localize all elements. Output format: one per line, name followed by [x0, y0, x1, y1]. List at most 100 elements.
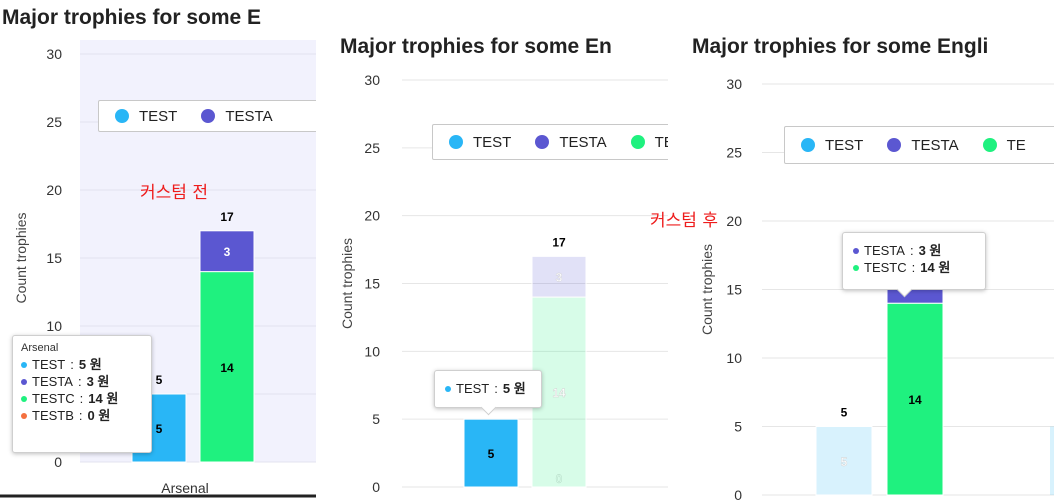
legend-item-testa[interactable]: TESTA: [887, 136, 959, 154]
y-tick-label: 0: [734, 487, 742, 500]
y-tick-label: 20: [364, 208, 380, 224]
tooltip-row-testb: TESTB: 0 원: [21, 407, 143, 424]
legend-item-testc[interactable]: TE: [982, 136, 1026, 154]
y-tick-label: 25: [46, 114, 62, 130]
chart-title: Major trophies for some Engli: [692, 35, 989, 58]
legend-dot-icon: [982, 138, 997, 152]
y-tick-label: 10: [364, 343, 380, 359]
y-tick-label: 20: [726, 213, 742, 229]
tooltip-value: 3 원: [86, 374, 110, 389]
chart-plot: 0 5 10 15 20 25 30 Count trophies 5 0 14 3 17: [339, 72, 668, 495]
legend-item-testa[interactable]: TESTA: [535, 133, 607, 151]
y-tick-label: 15: [364, 276, 380, 292]
legend-dot-icon: [630, 135, 645, 149]
data-label: 14: [552, 386, 566, 400]
legend-dot-icon: [535, 135, 550, 149]
bullet-icon: [21, 412, 27, 419]
bullet-icon: [853, 247, 859, 254]
tooltip: Arsenal TEST: 5 원 TESTA: 3 원 TESTC: 14 원…: [12, 335, 152, 453]
legend-label: TESTC: [654, 133, 668, 151]
tooltip-value: 3 원: [918, 243, 942, 258]
legend-dot-icon: [115, 109, 129, 123]
bar-segment-testc: [199, 271, 255, 463]
legend-item-testc[interactable]: TESTC: [630, 133, 668, 151]
chart-panel-before: Major trophies for some E 0 5 10 15 20 25 30 Co…: [0, 0, 316, 500]
tooltip-row-test: TEST: 5 원: [445, 380, 531, 397]
tooltip-series-name: TEST: [456, 381, 490, 396]
chart-legend: TEST TESTA TE: [784, 126, 1054, 164]
data-label: 14: [220, 361, 234, 375]
y-axis-label: Count trophies: [699, 244, 715, 335]
tooltip-row-test: TEST: 5 원: [21, 356, 143, 373]
tooltip-value: 5 원: [78, 357, 102, 372]
total-label: 17: [220, 210, 234, 224]
data-label: 5: [156, 422, 163, 436]
total-label: 5: [841, 406, 848, 420]
y-tick-label: 30: [726, 76, 742, 92]
legend-label: TEST: [473, 133, 512, 151]
chart-title: Major trophies for some En: [340, 35, 612, 58]
bullet-icon: [21, 361, 27, 368]
legend-dot-icon: [449, 135, 463, 149]
chart-legend: TEST TESTA: [98, 100, 316, 132]
y-tick-label: 5: [734, 419, 742, 435]
tooltip-value: 14 원: [88, 391, 119, 406]
panel-gap: [316, 0, 338, 500]
y-tick-label: 15: [726, 282, 742, 298]
tooltip-series-name: TESTC: [32, 391, 75, 406]
y-axis-label: Count trophies: [13, 212, 29, 303]
tooltip-series-name: TESTA: [864, 243, 905, 258]
legend-item-test[interactable]: TEST: [115, 108, 177, 125]
chart-legend: TEST TESTA TESTC: [432, 124, 668, 160]
legend-dot-icon: [201, 109, 216, 123]
tooltip-row-testa: TESTA: 3 원: [21, 373, 143, 390]
legend-item-testa[interactable]: TESTA: [201, 107, 273, 125]
tooltip: TESTA: 3 원 TESTC: 14 원: [842, 232, 986, 298]
y-tick-label: 30: [364, 72, 380, 88]
data-label: 0: [556, 472, 563, 486]
y-tick-label: 0: [372, 479, 380, 495]
y-tick-label: 5: [372, 411, 380, 427]
data-label: 14: [908, 393, 922, 407]
tooltip-value: 14 원: [920, 260, 951, 275]
bullet-icon: [21, 378, 27, 385]
tooltip-row-testc: TESTC: 14 원: [853, 259, 975, 276]
y-tick-label: 25: [364, 140, 380, 156]
bar-segment-test: [815, 426, 873, 496]
legend-label: TEST: [139, 107, 178, 125]
tooltip-series-name: TEST: [32, 357, 66, 372]
y-axis-label: Count trophies: [339, 238, 355, 329]
legend-item-test[interactable]: TEST: [801, 137, 863, 154]
chart-panel-hover-test: Major trophies for some En 0 5 10 15 20 25 30 C…: [338, 0, 668, 500]
bar-segment-testa: [531, 255, 587, 298]
bar-segment-testa: [199, 230, 255, 273]
legend-label: TESTA: [911, 136, 959, 154]
total-label: 17: [552, 235, 566, 249]
x-tick-label: Arsenal: [161, 480, 208, 496]
tooltip-series-name: TESTB: [32, 408, 74, 423]
tooltip-value: 0 원: [87, 408, 111, 423]
y-tick-label: 20: [46, 182, 62, 198]
data-label: 5: [488, 447, 495, 461]
annotation-after: 커스텀 후: [650, 211, 718, 231]
tooltip-series-name: TESTC: [864, 260, 907, 275]
data-label: 5: [841, 455, 848, 469]
bar-segment-testc: [886, 302, 944, 496]
legend-label: TESTA: [559, 133, 607, 151]
tooltip-value: 5 원: [502, 381, 526, 396]
legend-label: TESTA: [225, 107, 273, 125]
legend-label: TE: [1006, 136, 1026, 154]
legend-label: TEST: [825, 136, 864, 154]
y-tick-label: 10: [46, 318, 62, 334]
annotation-before: 커스텀 전: [140, 183, 208, 203]
tooltip-row-testa: TESTA: 3 원: [853, 242, 975, 259]
tooltip-row-testc: TESTC: 14 원: [21, 390, 143, 407]
chart-title: Major trophies for some E: [2, 6, 262, 29]
bullet-icon: [21, 395, 27, 402]
legend-dot-icon: [801, 138, 815, 152]
y-tick-label: 25: [726, 145, 742, 161]
bar-segment-test: [1050, 426, 1054, 495]
y-tick-label: 30: [46, 46, 62, 62]
legend-item-test[interactable]: TEST: [449, 134, 511, 151]
